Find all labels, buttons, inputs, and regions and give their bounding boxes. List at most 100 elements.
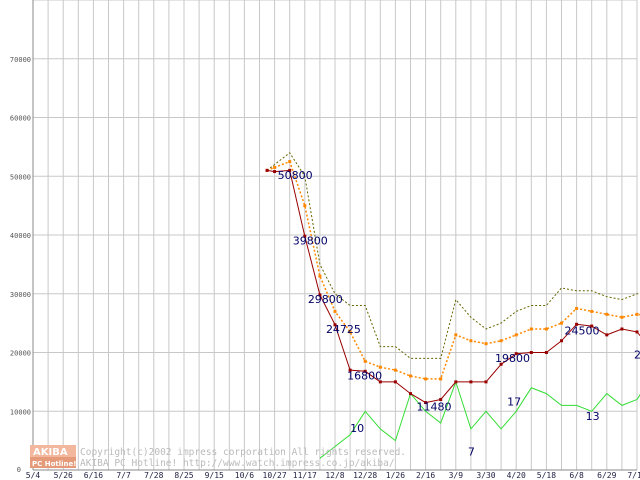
point-min-price [265, 168, 269, 172]
point-avg-price [454, 333, 458, 337]
point-avg-price [484, 342, 488, 346]
series-lines [265, 152, 640, 459]
watermark: AKIBA PC Hotline! Copyright(c)2002 impre… [30, 445, 406, 469]
point-min-price [514, 352, 518, 356]
x-tick-label: 2/16 [416, 471, 435, 480]
point-min-price [484, 380, 488, 384]
site-url-line: AKIBA PC Hotline! http://www.watch.impre… [80, 458, 395, 469]
point-avg-price [393, 368, 397, 372]
point-min-price [620, 327, 624, 331]
x-tick-label: 7/7 [116, 471, 131, 480]
count-label: 13 [586, 410, 600, 423]
x-tick-label: 12/28 [353, 471, 377, 480]
x-tick-label: 5/18 [537, 471, 556, 480]
logo-box-top [30, 445, 76, 457]
point-avg-price [333, 309, 337, 313]
data-label: 24725 [326, 323, 361, 336]
y-tick-label: 60000 [10, 115, 31, 123]
data-label: 19800 [495, 352, 530, 365]
y-tick-label: 50000 [10, 173, 31, 181]
x-tick-label: 9/15 [205, 471, 224, 480]
point-avg-price [620, 315, 624, 319]
y-tick-label: 70000 [10, 56, 31, 64]
x-tick-label: 8/25 [174, 471, 193, 480]
count-label: 7 [468, 445, 475, 458]
grid [32, 0, 638, 471]
point-avg-price [378, 365, 382, 369]
point-avg-price [409, 374, 412, 378]
x-tick-label: 7/19 [627, 471, 640, 480]
point-avg-price [303, 204, 307, 208]
point-avg-price [575, 306, 579, 310]
point-avg-price [590, 309, 594, 313]
data-label: 20400 [634, 348, 640, 361]
point-avg-price [560, 321, 563, 325]
point-min-price [273, 170, 277, 174]
series-line-shop-count [319, 380, 640, 459]
point-min-price [288, 168, 292, 172]
y-tick-label: 40000 [10, 232, 31, 240]
point-min-price [378, 380, 382, 384]
data-label: 50800 [278, 169, 313, 182]
point-min-price [454, 380, 458, 384]
data-label: 16800 [347, 370, 382, 383]
point-min-price [575, 322, 579, 326]
point-avg-price [499, 339, 503, 343]
point-avg-price [318, 274, 322, 278]
x-tick-label: 4/20 [507, 471, 526, 480]
x-tick-label: 3/30 [476, 471, 495, 480]
copyright-line: Copyright(c)2002 impress corporation All… [80, 447, 406, 458]
point-min-price [544, 351, 548, 354]
x-tick-label: 6/29 [597, 471, 616, 480]
point-min-price [590, 324, 594, 328]
x-tick-label: 10/6 [235, 471, 254, 480]
x-tick-label: 7/28 [144, 471, 163, 480]
point-avg-price [514, 333, 518, 337]
x-tick-label: 3/9 [449, 471, 464, 480]
logo-box-bottom [30, 457, 76, 468]
point-min-price [439, 398, 443, 401]
point-avg-price [363, 359, 367, 363]
point-avg-price [469, 339, 473, 343]
x-tick-label: 6/16 [84, 471, 103, 480]
data-label: 29800 [308, 293, 343, 306]
data-label: 24500 [565, 324, 600, 337]
point-avg-price [439, 377, 443, 381]
point-min-price [409, 392, 412, 396]
count-label: 10 [350, 422, 364, 435]
point-avg-price [424, 377, 428, 381]
y-tick-label: 20000 [10, 350, 31, 358]
data-label: 39800 [293, 234, 328, 247]
point-min-price [363, 369, 367, 373]
x-tick-label: 1/26 [386, 471, 405, 480]
point-avg-price [635, 312, 639, 316]
x-tick-label: 5/4 [26, 471, 41, 480]
point-min-price [635, 330, 639, 334]
x-tick-label: 11/17 [293, 471, 317, 480]
x-tick-label: 5/26 [54, 471, 73, 480]
point-min-price [560, 339, 563, 343]
x-tick-label: 12/8 [325, 471, 344, 480]
count-label: 17 [507, 395, 521, 408]
point-min-price [469, 380, 473, 384]
point-min-price [424, 401, 428, 405]
x-tick-label: 10/27 [263, 471, 287, 480]
x-axis-ticks: 5/4 5/26 6/16 7/7 7/28 8/25 9/15 10/6 10/27 11/17… [26, 471, 640, 480]
point-min-price [303, 234, 307, 238]
y-tick-label: 0 [17, 466, 21, 474]
data-label: 11480 [417, 401, 452, 414]
point-min-price [318, 293, 322, 297]
point-min-price [499, 362, 503, 366]
logo-bottom-text: PC Hotline! [32, 460, 76, 468]
point-min-price [605, 333, 609, 337]
data-labels: 50800 39800 29800 24725 16800 11480 19800 24500… [278, 169, 640, 458]
logo-top-text: AKIBA [33, 447, 68, 458]
point-avg-price [529, 327, 533, 331]
x-tick-label: 6/8 [569, 471, 584, 480]
y-axis-ticks: 10000 20000 30000 40000 50000 60000 70000 0 [10, 56, 31, 474]
point-avg-price [273, 165, 277, 169]
point-avg-price [348, 330, 352, 334]
series-line-max-price [266, 152, 640, 359]
point-min-price [333, 323, 337, 327]
